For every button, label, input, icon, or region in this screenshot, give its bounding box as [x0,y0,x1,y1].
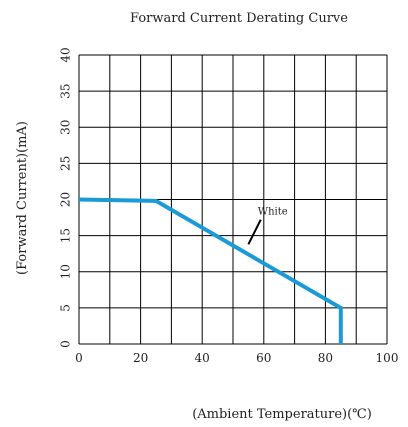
x-tick-label: 40 [195,351,210,365]
x-tick-label: 80 [318,351,333,365]
annotation-layer: White [247,207,288,245]
chart-title: Forward Current Derating Curve [130,11,348,26]
y-tick-labels: 0 5 10 15 20 25 30 35 40 [59,47,73,347]
y-axis-label: (Forward Current)(mA) [15,121,30,275]
series-layer [78,197,343,344]
y-tick-label: 40 [59,47,73,62]
y-tick-label: 15 [59,228,73,243]
y-tick-label: 0 [59,340,73,348]
x-tick-label: 100 [376,351,399,365]
y-tick-label: 25 [59,156,73,171]
annotation-pointer [247,219,262,245]
y-tick-label: 5 [59,304,73,312]
x-tick-labels: 0 20 40 60 80 100 [75,351,398,365]
grid [78,54,388,345]
x-tick-label: 60 [256,351,271,365]
y-tick-label: 35 [59,83,73,98]
x-tick-label: 20 [133,351,148,365]
y-tick-label: 10 [59,264,73,279]
y-tick-label: 20 [59,192,73,207]
series-line [78,197,343,344]
x-axis-label: (Ambient Temperature)(℃) [192,407,372,422]
y-tick-label: 30 [59,120,73,135]
x-tick-label: 0 [75,351,83,365]
annotation-label: White [258,207,288,218]
